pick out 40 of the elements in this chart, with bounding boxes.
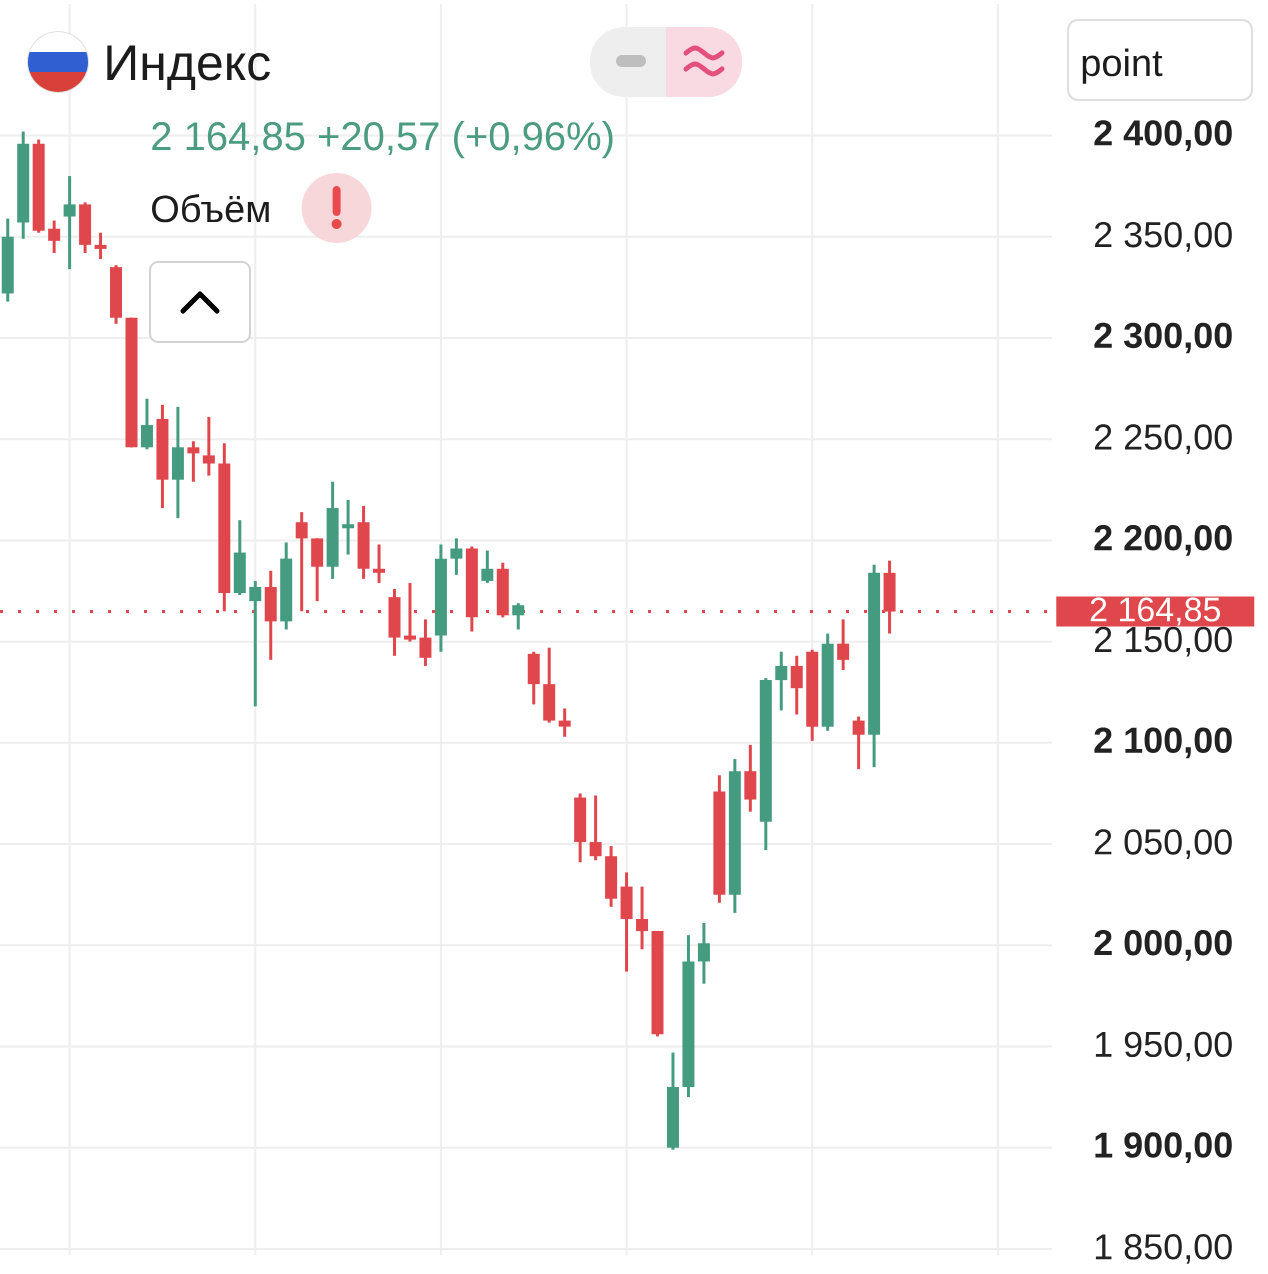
y-tick-label: 1 950,00 bbox=[1095, 1031, 1232, 1062]
y-tick-label: 1 850,00 bbox=[1095, 1234, 1232, 1264]
y-tick-label: 2 050,00 bbox=[1094, 829, 1232, 859]
y-tick-label: 2 300,00 bbox=[1094, 322, 1232, 354]
y-tick-label: 2 150,00 bbox=[1094, 626, 1232, 657]
candlestick bbox=[481, 550, 494, 583]
annotation: Объём bbox=[152, 194, 269, 223]
candlestick bbox=[202, 415, 215, 476]
y-axis-title: point bbox=[1082, 48, 1163, 84]
y-tick-label: 2 400,00 bbox=[1094, 120, 1232, 151]
candlestick bbox=[94, 232, 107, 261]
candlestick bbox=[775, 650, 788, 711]
candlestick bbox=[295, 512, 308, 612]
candlestick bbox=[419, 619, 432, 666]
y-tick-label: 2 200,00 bbox=[1094, 525, 1232, 556]
y-tick-label: 1 900,00 bbox=[1095, 1132, 1232, 1164]
candlestick bbox=[636, 886, 649, 950]
candlestick bbox=[187, 441, 200, 482]
candlestick bbox=[837, 619, 850, 670]
y-tick-label: 2 000,00 bbox=[1094, 929, 1232, 961]
ref-line-label: 2 164,85 bbox=[1090, 597, 1220, 626]
candlestick bbox=[558, 708, 571, 737]
candlestick bbox=[512, 603, 525, 630]
y-tick-label: 2 250,00 bbox=[1094, 424, 1232, 455]
candlestick bbox=[249, 579, 262, 707]
candlestick bbox=[589, 795, 602, 861]
y-tick-label: 2 100,00 bbox=[1094, 727, 1232, 759]
text: Индекс bbox=[107, 45, 270, 90]
candlestick bbox=[342, 498, 355, 555]
candlestick bbox=[403, 581, 416, 642]
text: 2 164,85 +20,57 (+0,96%) bbox=[152, 121, 613, 159]
candlestick bbox=[697, 923, 710, 984]
candlestick bbox=[852, 716, 865, 771]
candlestick bbox=[48, 220, 61, 253]
candlestick bbox=[63, 176, 76, 271]
candlestick bbox=[140, 398, 153, 450]
candlestick bbox=[790, 654, 803, 715]
candlestick bbox=[450, 538, 463, 575]
y-tick-label: 2 350,00 bbox=[1094, 221, 1232, 252]
candlestick bbox=[373, 544, 386, 583]
